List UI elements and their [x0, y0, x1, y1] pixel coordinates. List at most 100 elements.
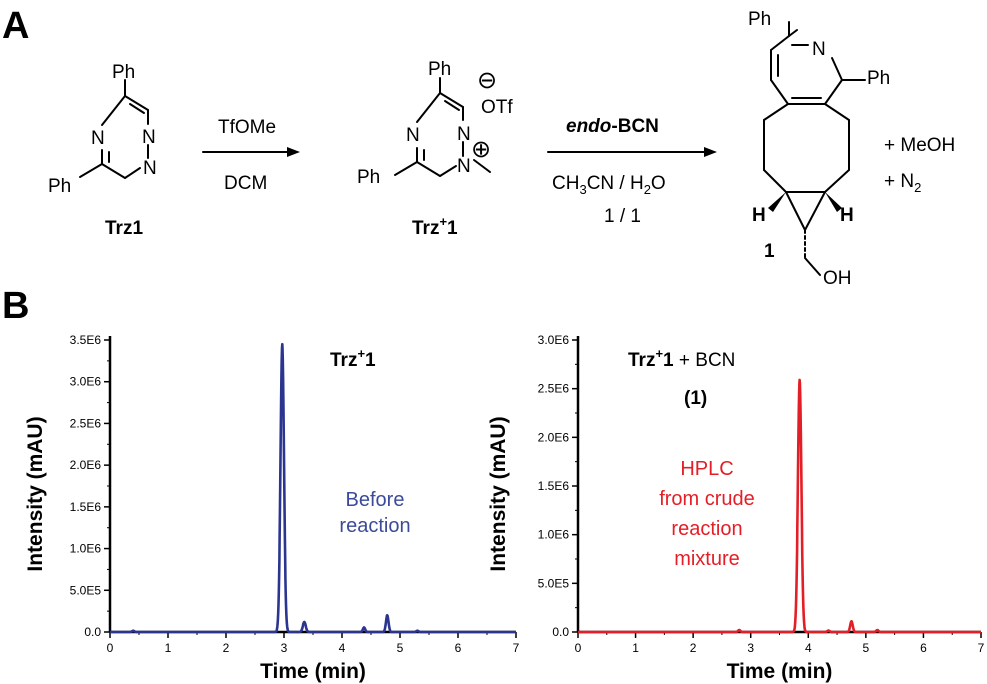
x-tick-label: 3: [281, 641, 288, 655]
x-tick-label: 0: [107, 641, 114, 655]
x-tick-label: 6: [920, 641, 927, 655]
y-tick-label: 1.5E6: [538, 479, 570, 493]
trz1plus-label: Trz+1: [412, 214, 458, 239]
x-tick-label: 7: [978, 641, 985, 655]
chromatogram-trace: [109, 342, 517, 634]
plus-charge-icon: ⊕: [471, 136, 491, 163]
chart-title-num: 1: [663, 350, 674, 371]
trz1-structure: Ph Ph N N N Trz1: [48, 62, 157, 239]
chart-title: Trz+1 + BCN: [628, 346, 735, 371]
reaction-arrow-2: endo-BCN CH3CN / H2O 1 / 1: [547, 116, 717, 227]
counterion-otf: OTf: [481, 97, 513, 118]
chart-annotation-line: mixture: [674, 548, 740, 570]
trz1plus-n-upper: N: [457, 124, 471, 145]
x-tick-label: 3: [747, 641, 754, 655]
step1-reagent: TfOMe: [218, 117, 276, 138]
y-tick-label: 3.0E6: [70, 375, 102, 389]
product-ph-top: Ph: [748, 9, 771, 30]
y-tick-label: 5.0E5: [538, 576, 570, 590]
trz1-n-left: N: [91, 128, 105, 149]
y-tick-label: 1.5E6: [70, 500, 102, 514]
y-tick-label: 5.0E5: [70, 583, 102, 597]
product-oh: OH: [823, 268, 852, 289]
step2-solvent-sub3: 3: [579, 182, 586, 197]
step1-solvent: DCM: [224, 173, 267, 194]
x-tick-label: 2: [690, 641, 697, 655]
reaction-arrow-1: TfOMe DCM: [202, 117, 300, 194]
product-h-right: H: [840, 205, 854, 226]
minus-charge-icon: ⊖: [477, 67, 497, 94]
x-axis-title: Time (min): [727, 660, 833, 683]
chart-title-rest: + BCN: [674, 350, 736, 371]
byproducts: + MeOH + N2: [884, 135, 955, 195]
chart-title-sup: +: [655, 346, 663, 361]
x-tick-label: 5: [397, 641, 404, 655]
trz1plus-label-num: 1: [447, 218, 458, 239]
step2-solvent-a: CH: [552, 173, 579, 194]
y-tick-label: 0.0: [84, 625, 101, 639]
chart-subtitle: (1): [684, 388, 707, 409]
step2-solvent-b: CN / H: [587, 173, 644, 194]
reaction-scheme: Ph Ph N N N Trz1 TfOMe DCM: [48, 9, 955, 289]
chart-annotation-line: HPLC: [680, 458, 733, 480]
step2-solvent-c: O: [651, 173, 666, 194]
y-tick-label: 1.0E6: [70, 542, 102, 556]
trz1plus-n-left: N: [406, 125, 420, 146]
panel-label-b: B: [2, 285, 29, 327]
x-tick-label: 4: [805, 641, 812, 655]
panel-label-a: A: [2, 5, 29, 47]
trz1-plus-structure: Ph Ph N N N ⊖ OTf ⊕ Trz+1: [357, 59, 513, 239]
x-tick-label: 1: [165, 641, 172, 655]
chromatogram-trace: [577, 378, 982, 634]
y-tick-label: 2.5E6: [538, 382, 570, 396]
chart-title-sup: +: [357, 346, 365, 361]
x-tick-label: 4: [339, 641, 346, 655]
x-tick-label: 5: [863, 641, 870, 655]
product-ph-right: Ph: [867, 68, 890, 89]
chromatogram-before: 0 1 2 3 4 5 6 7 0.0 5.0E5 1.0E6 1.5E6 2.0E6 2.5E6 3.0E…: [24, 333, 520, 683]
y-tick-label: 3.0E6: [538, 333, 570, 347]
x-tick-label: 1: [632, 641, 639, 655]
x-tick-label: 2: [223, 641, 230, 655]
product-1-structure: Ph Ph N H H 1 OH: [748, 9, 890, 289]
x-tick-label: 0: [575, 641, 582, 655]
y-tick-label: 3.5E6: [70, 333, 102, 347]
byproduct-n2: + N2: [884, 171, 921, 195]
y-axis-title: Intensity (mAU): [487, 416, 510, 571]
byproduct-meoh: + MeOH: [884, 135, 955, 156]
byproduct-n2-sub: 2: [914, 180, 921, 195]
x-tick-label: 7: [513, 641, 520, 655]
y-axis-title: Intensity (mAU): [24, 416, 47, 571]
trz1-label: Trz1: [105, 218, 143, 239]
byproduct-n2-a: + N: [884, 171, 914, 192]
step2-reagent: endo-BCN: [566, 116, 659, 137]
trz1plus-n-lower: N: [457, 156, 471, 177]
y-tick-label: 2.0E6: [70, 458, 102, 472]
trz1plus-label-sup: +: [439, 214, 447, 229]
x-tick-label: 6: [455, 641, 462, 655]
chart-annotation-line: reaction: [671, 518, 742, 540]
chart-annotation-line: Before: [346, 489, 405, 511]
step2-reagent-rest: -BCN: [611, 116, 659, 137]
y-tick-label: 0.0: [552, 625, 569, 639]
trz1plus-label-main: Trz: [412, 218, 439, 239]
trz1plus-ph-left: Ph: [357, 167, 380, 188]
y-tick-label: 2.0E6: [538, 430, 570, 444]
trz1-n-lower: N: [143, 158, 157, 179]
step2-reagent-italic: endo: [566, 116, 611, 137]
x-axis-title: Time (min): [260, 660, 366, 683]
chart-title-num: 1: [365, 350, 376, 371]
trz1plus-ph-top: Ph: [428, 59, 451, 80]
step2-ratio: 1 / 1: [604, 206, 641, 227]
trz1-ph-top: Ph: [112, 62, 135, 83]
product-h-left: H: [752, 205, 766, 226]
product-label: 1: [764, 241, 775, 262]
y-tick-label: 1.0E6: [538, 528, 570, 542]
chart-annotation-line: reaction: [339, 515, 410, 537]
chart-title: Trz+1: [330, 346, 376, 371]
step2-solvent: CH3CN / H2O: [552, 173, 666, 197]
chart-title-main: Trz: [330, 350, 357, 371]
chromatogram-crude: 0 1 2 3 4 5 6 7 0.0 5.0E5 1.0E6 1.5E6 2.0E6 2.5E6 3.0E…: [487, 333, 985, 683]
product-n: N: [812, 39, 826, 60]
